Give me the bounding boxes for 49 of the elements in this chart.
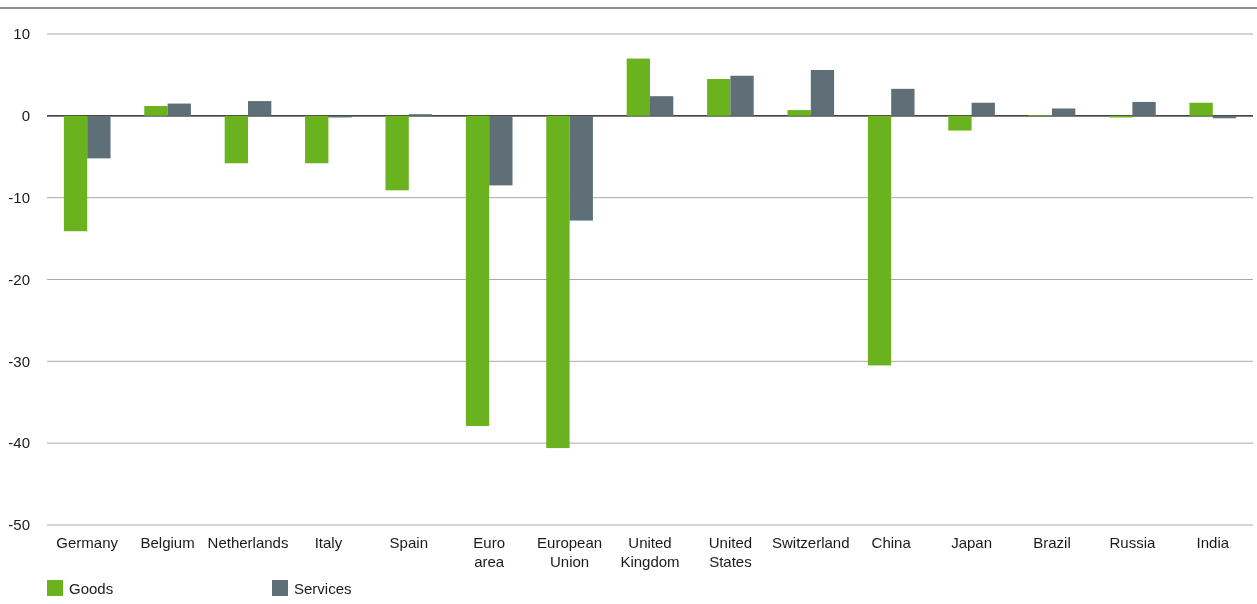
legend-label: Goods [69, 580, 114, 597]
x-tick-label: Switzerland [772, 534, 850, 551]
bar [546, 115, 570, 449]
bar [87, 115, 111, 159]
x-tick-label: United Kingdom [620, 534, 680, 570]
bar [1052, 108, 1076, 116]
x-tick-label: Brazil [1033, 534, 1071, 551]
bar [569, 115, 593, 221]
bar [1189, 102, 1213, 116]
bar [867, 115, 892, 366]
bar [707, 79, 731, 116]
bar [948, 115, 972, 131]
y-tick-label: -50 [8, 516, 30, 534]
x-tick-label: Netherlands [207, 534, 289, 551]
bar [63, 115, 88, 232]
bar [971, 102, 995, 116]
bar [787, 110, 811, 116]
bar [730, 75, 754, 116]
bar [385, 115, 409, 191]
x-tick-label: European Union [537, 534, 603, 570]
bar [489, 115, 513, 186]
bar [144, 106, 168, 116]
x-tick-label: United States [708, 534, 753, 570]
bar [465, 115, 490, 426]
x-tick-label: Belgium [140, 534, 195, 551]
x-tick-label: Germany [56, 534, 119, 551]
legend-label: Services [294, 580, 352, 597]
bar [1132, 101, 1156, 116]
x-tick-label: Euro area [473, 534, 506, 570]
bar [224, 115, 248, 164]
bar [248, 101, 272, 116]
x-tick-label: Spain [389, 534, 428, 551]
bar [810, 70, 835, 116]
y-tick-label: 10 [13, 25, 30, 43]
x-tick-label: Japan [951, 534, 993, 551]
y-tick-label: -10 [8, 188, 30, 206]
x-tick-label: China [871, 534, 912, 551]
bar [167, 103, 191, 116]
y-tick-label: -30 [8, 352, 30, 370]
bar [650, 96, 674, 116]
y-tick-label: -20 [8, 270, 30, 288]
y-tick-label: 0 [21, 107, 30, 125]
y-tick-label: -40 [8, 434, 30, 452]
x-tick-label: Italy [314, 534, 343, 551]
x-tick-label: India [1196, 534, 1230, 551]
x-tick-label: Russia [1109, 534, 1156, 551]
bar [305, 115, 329, 164]
bar [891, 88, 915, 116]
bar [626, 58, 650, 116]
